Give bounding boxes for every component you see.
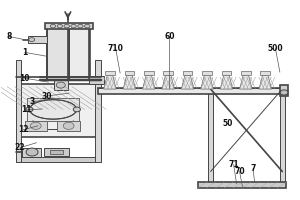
Circle shape [78, 24, 83, 28]
Bar [22, 148, 41, 157]
Bar [124, 71, 134, 75]
Bar [208, 89, 213, 187]
Bar [57, 121, 80, 131]
Bar [44, 148, 69, 156]
Circle shape [280, 90, 288, 95]
Polygon shape [240, 75, 252, 89]
Bar [89, 76, 104, 84]
Circle shape [50, 24, 56, 28]
Bar [280, 85, 288, 96]
Text: 10: 10 [19, 74, 30, 83]
Ellipse shape [30, 100, 76, 119]
Circle shape [29, 38, 35, 42]
Circle shape [73, 107, 80, 112]
Text: 710: 710 [108, 44, 124, 53]
Bar [19, 84, 98, 137]
Bar [69, 28, 89, 80]
Bar [222, 71, 231, 75]
Polygon shape [142, 75, 155, 89]
Text: 8: 8 [6, 32, 12, 41]
Bar [95, 60, 101, 162]
Bar [260, 71, 270, 75]
Bar [27, 98, 79, 121]
Bar [241, 71, 250, 75]
Text: 3: 3 [29, 97, 35, 106]
Circle shape [56, 82, 65, 88]
Bar [183, 71, 192, 75]
Polygon shape [220, 75, 233, 89]
Bar [47, 28, 90, 80]
Bar [164, 71, 173, 75]
Circle shape [57, 24, 62, 28]
Bar [45, 23, 93, 29]
Bar [50, 150, 63, 154]
Bar [16, 157, 101, 162]
Polygon shape [162, 75, 175, 89]
Bar [105, 71, 115, 75]
Text: 7: 7 [250, 164, 256, 173]
Text: 30: 30 [42, 92, 52, 101]
Circle shape [26, 107, 33, 112]
Text: 50: 50 [223, 119, 233, 128]
Text: 70: 70 [234, 167, 245, 176]
Text: 71: 71 [228, 160, 239, 169]
Bar [202, 71, 212, 75]
Text: 500: 500 [268, 44, 283, 53]
Bar [144, 71, 154, 75]
Bar [28, 36, 47, 43]
Bar [198, 182, 286, 188]
Circle shape [26, 148, 38, 156]
Text: 60: 60 [164, 32, 175, 41]
Polygon shape [182, 75, 194, 89]
Text: 12: 12 [18, 125, 28, 134]
Bar [16, 60, 21, 162]
Polygon shape [104, 75, 116, 89]
Circle shape [64, 24, 69, 28]
Bar [98, 88, 281, 94]
Circle shape [63, 122, 74, 129]
Bar [47, 28, 68, 80]
Circle shape [85, 24, 90, 28]
Circle shape [30, 122, 41, 129]
Bar [280, 89, 285, 187]
Text: 11: 11 [21, 105, 31, 114]
Polygon shape [259, 75, 272, 89]
Bar [54, 80, 68, 90]
Circle shape [71, 24, 76, 28]
Text: 1: 1 [22, 48, 27, 57]
Text: 22: 22 [15, 143, 26, 152]
Polygon shape [123, 75, 136, 89]
Bar [25, 121, 47, 131]
Polygon shape [201, 75, 213, 89]
